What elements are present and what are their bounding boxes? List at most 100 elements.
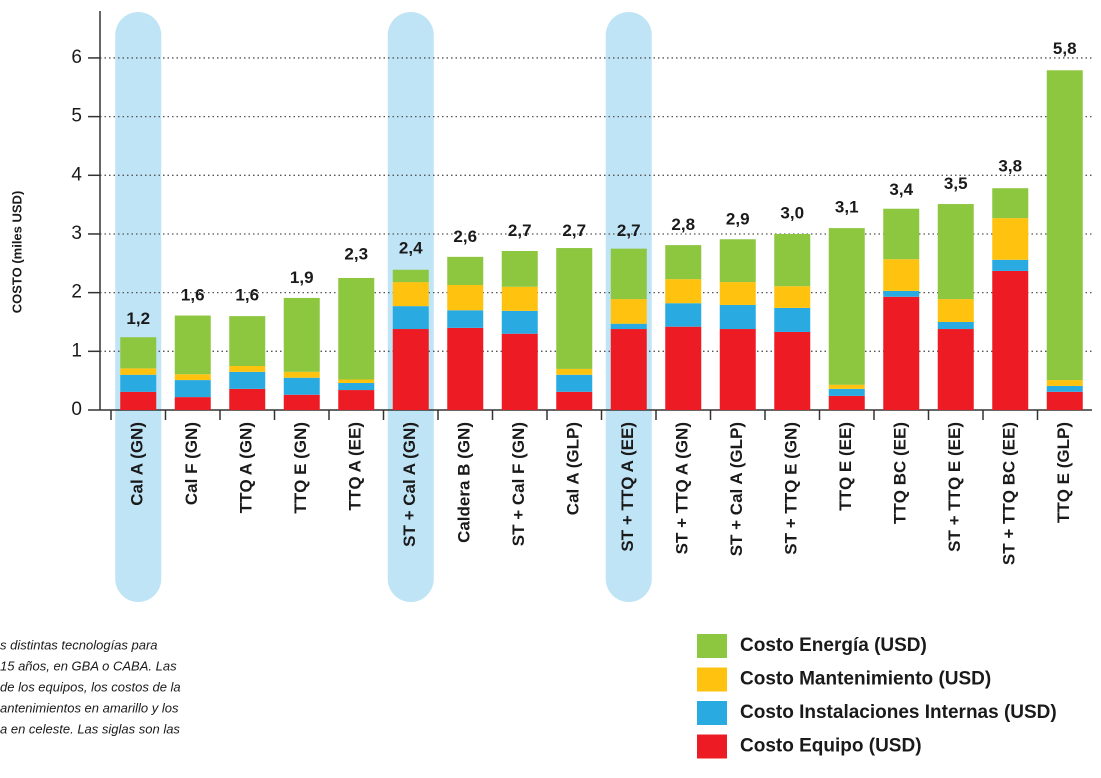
bar-segment	[338, 379, 375, 384]
y-tick-label: 3	[71, 223, 82, 244]
bar-segment	[447, 285, 484, 311]
bar-segment	[719, 239, 756, 283]
total-label: 3,1	[835, 198, 859, 217]
x-tick-label: TTQ E (GLP)	[1054, 422, 1073, 523]
bar-segment	[556, 391, 593, 410]
total-label: 1,9	[290, 268, 314, 287]
bar-segment	[610, 323, 647, 330]
bar-segment	[665, 245, 702, 280]
bar-segment	[556, 368, 593, 375]
total-label: 2,7	[508, 221, 532, 240]
bar-segment	[1046, 70, 1083, 381]
bar-segment	[883, 208, 920, 260]
x-tick-label: Cal A (GN)	[128, 422, 147, 506]
bar-segment	[392, 269, 429, 283]
bar-segment	[447, 327, 484, 410]
total-label: 5,8	[1053, 39, 1077, 58]
caption-line: 15 años, en GBA o CABA. Las	[0, 658, 177, 673]
total-label: 2,7	[562, 221, 586, 240]
bar-segment	[828, 388, 865, 396]
y-tick-label: 6	[71, 47, 82, 68]
bar-segment	[338, 390, 375, 410]
caption-line: a en celeste. Las siglas son las	[0, 721, 180, 736]
total-label: 1,6	[181, 286, 205, 305]
total-label: 3,4	[889, 180, 913, 199]
bar-segment	[338, 383, 375, 391]
y-tick-label: 1	[71, 340, 82, 361]
bar-segment	[774, 331, 811, 410]
bar-segment	[610, 329, 647, 410]
x-tick-label: ST + TTQ E (GN)	[782, 422, 801, 555]
legend-swatch	[697, 667, 727, 692]
total-label: 3,8	[998, 157, 1022, 176]
x-tick-label: ST + TTQ BC (EE)	[1000, 422, 1019, 565]
x-tick-label: TTQ E (GN)	[291, 422, 310, 514]
bar-segment	[774, 286, 811, 308]
bar-segment	[229, 365, 266, 372]
highlight-column	[115, 12, 162, 602]
bar-segment	[174, 315, 211, 375]
y-tick-label: 2	[71, 282, 82, 303]
legend-swatch	[697, 701, 727, 725]
x-tick-label: ST + TTQ E (EE)	[945, 422, 964, 552]
bar-segment	[774, 307, 811, 332]
bar-segment	[120, 374, 157, 392]
total-label: 3,0	[780, 203, 804, 222]
x-tick-label: TTQ BC (EE)	[891, 422, 910, 524]
legend-label: Costo Mantenimiento (USD)	[740, 669, 991, 690]
bar-segment	[1046, 380, 1083, 386]
bar-segment	[283, 377, 320, 395]
bar-segment	[774, 233, 811, 287]
bar-segment	[719, 329, 756, 410]
bar-segment	[1046, 391, 1083, 410]
x-tick-label: TTQ A (EE)	[346, 422, 365, 510]
bar-segment	[120, 391, 157, 410]
bar-segment	[283, 394, 320, 410]
x-tick-label: ST + TTQ A (GN)	[673, 422, 692, 554]
total-label: 3,5	[944, 174, 968, 193]
bar-segment	[828, 395, 865, 410]
x-tick-label: Cal A (GLP)	[564, 422, 583, 515]
bar-segment	[937, 204, 974, 300]
bar-segment	[992, 270, 1029, 410]
caption-line: antenimientos en amarillo y los	[0, 700, 179, 715]
bar-segment	[992, 218, 1029, 260]
bar-segment	[501, 310, 538, 334]
bar-segment	[937, 299, 974, 322]
bar-segment	[937, 329, 974, 410]
bar-segment	[719, 282, 756, 305]
bar-segment	[120, 337, 157, 369]
legend-label: Costo Energía (USD)	[740, 635, 927, 656]
bar-segment	[883, 259, 920, 291]
total-label: 1,6	[235, 286, 259, 305]
bar-segment	[610, 248, 647, 300]
bar-segment	[338, 277, 375, 380]
x-tick-label: Cal F (GN)	[182, 422, 201, 505]
y-tick-label: 4	[71, 164, 82, 185]
caption-line: de los equipos, los costos de la	[0, 679, 181, 694]
y-tick-label: 5	[71, 106, 82, 127]
x-tick-label: ST + Cal F (GN)	[509, 422, 528, 546]
bar-segment	[392, 282, 429, 307]
bar-segment	[719, 304, 756, 330]
bar-segment	[828, 228, 865, 385]
bar-segment	[120, 368, 157, 375]
bar-segment	[610, 299, 647, 324]
x-tick-label: ST + Cal A (GN)	[400, 422, 419, 547]
bar-segment	[937, 321, 974, 330]
bar-segment	[665, 279, 702, 304]
x-tick-label: TTQ A (GN)	[237, 422, 256, 513]
bar-segment	[447, 310, 484, 328]
legend-swatch	[697, 634, 727, 658]
bar-segment	[665, 303, 702, 327]
total-label: 1,2	[126, 309, 150, 328]
y-tick-label: 0	[71, 399, 82, 420]
bar-segment	[447, 256, 484, 286]
caption-line: s distintas tecnologías para	[0, 637, 158, 652]
legend-swatch	[697, 734, 727, 759]
bar-segment	[174, 397, 211, 410]
bar-segment	[229, 388, 266, 410]
bar-segment	[229, 371, 266, 389]
bar-segment	[992, 259, 1029, 271]
